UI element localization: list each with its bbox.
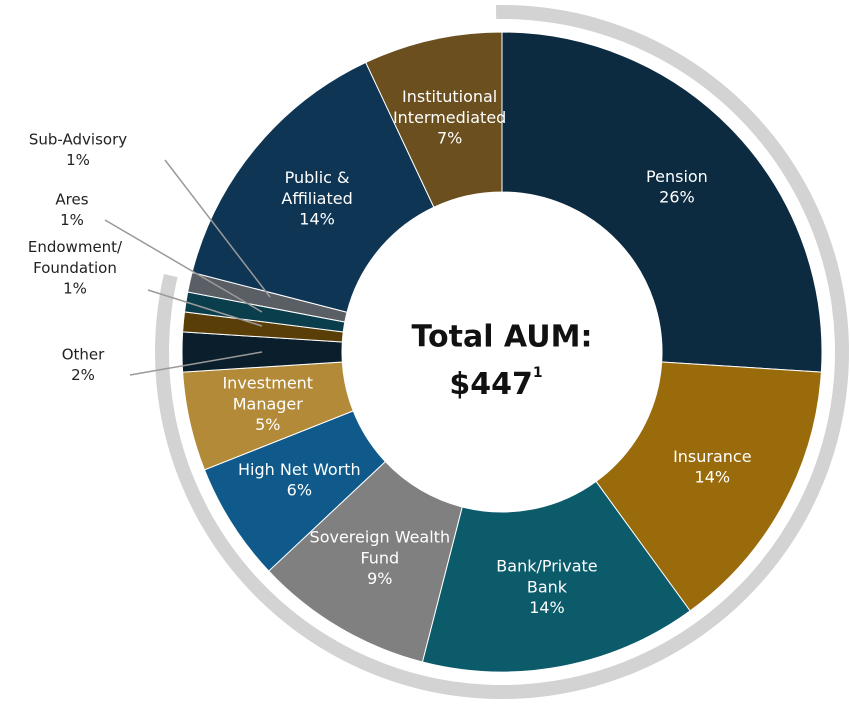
leader-line (129, 351, 263, 376)
slice-label: Investment Manager (222, 373, 313, 413)
slice-label: Sovereign Wealth Fund (310, 527, 451, 567)
value-label: 2% (71, 366, 95, 384)
label-line: Public & (285, 168, 350, 187)
label-line: Sovereign Wealth (310, 527, 451, 546)
value-label: 7% (437, 128, 462, 147)
label-line: Sub-Advisory (29, 130, 127, 148)
value-label: 1% (63, 280, 87, 298)
slice-label: Ares (55, 190, 88, 208)
label-line: Endowment/ (28, 238, 123, 256)
center-title: Total AUM: (412, 320, 593, 355)
slice-label: Institutional Intermediated (393, 86, 506, 126)
label-line: High Net Worth (238, 460, 361, 479)
leader-line (104, 219, 263, 313)
slice-label: Bank/Private Bank (496, 556, 597, 596)
footnote: 1 (533, 365, 543, 381)
slice-label: Pension (646, 167, 708, 186)
label-line: Insurance (673, 447, 752, 466)
label-line: Fund (360, 548, 399, 567)
slice-label: Insurance (673, 447, 752, 466)
slice-label: Endowment/Foundation (28, 238, 123, 277)
value-label: 1% (60, 211, 84, 229)
leader-line (164, 159, 271, 298)
leader-line (147, 289, 263, 327)
label-line: Bank (527, 577, 568, 596)
slice-label: Other (62, 345, 105, 363)
slices (181, 31, 823, 673)
value-label: 9% (367, 569, 392, 588)
label-line: Ares (55, 190, 88, 208)
slice-label: Public & Affiliated (281, 168, 352, 208)
value-label: 26% (659, 188, 695, 207)
label-line: Institutional (402, 86, 497, 105)
value-label: 1% (66, 151, 90, 169)
label-line: Bank/Private (496, 556, 597, 575)
label-line: Intermediated (393, 107, 506, 126)
slice-label: High Net Worth (238, 460, 361, 479)
value-label: 14% (299, 210, 335, 229)
label-line: Manager (233, 394, 304, 413)
label-line: Foundation (33, 259, 117, 277)
value-label: 14% (695, 468, 731, 487)
label-line: Affiliated (281, 189, 352, 208)
label-line: Pension (646, 167, 708, 186)
label-line: Investment (222, 373, 313, 392)
slice-label: Sub-Advisory (29, 130, 127, 148)
center-value-text: $447 (449, 367, 533, 402)
label-line: Other (62, 345, 105, 363)
value-label: 14% (529, 598, 565, 617)
donut-hole (342, 192, 662, 512)
value-label: 5% (255, 415, 280, 434)
center-value: $4471 (449, 365, 542, 402)
value-label: 6% (287, 481, 312, 500)
